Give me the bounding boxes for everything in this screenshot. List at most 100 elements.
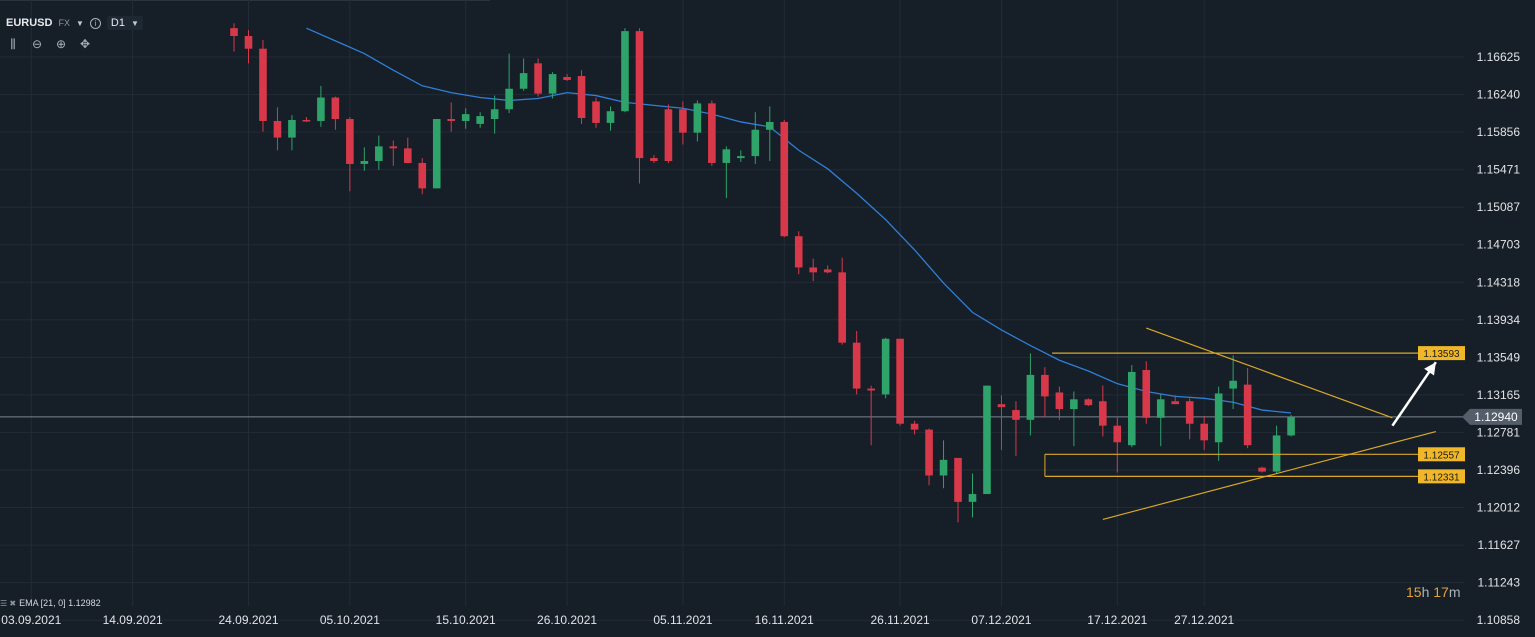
candle-body [1099, 401, 1107, 426]
candle-body [1229, 380, 1237, 389]
candle [1156, 394, 1165, 447]
ema-line [306, 27, 1292, 414]
zoom-in-icon[interactable]: ⊕ [55, 37, 67, 51]
countdown-hours-unit: h [1421, 584, 1430, 600]
candle [1113, 417, 1122, 473]
current-price-label-bg [1462, 408, 1522, 425]
y-tick-label: 1.16240 [1477, 88, 1521, 102]
candle-body [1243, 384, 1252, 446]
candle [534, 58, 542, 97]
candle-body [1214, 393, 1223, 443]
arrow-head [1424, 362, 1436, 376]
candle-body [823, 269, 832, 273]
candle [621, 28, 629, 113]
candle-body [621, 31, 629, 112]
candle [983, 385, 991, 495]
candle [1070, 391, 1078, 447]
candle-body [1113, 425, 1122, 443]
y-tick-label: 1.13165 [1477, 388, 1521, 402]
timeframe-selector[interactable]: D1 ▼ [106, 16, 143, 30]
candle [881, 337, 890, 399]
candle [737, 150, 745, 162]
y-tick-label: 1.15087 [1477, 200, 1521, 214]
candle [331, 96, 340, 130]
candle-body [968, 494, 977, 502]
candle [968, 473, 977, 518]
candle-body [1200, 423, 1208, 441]
y-tick-label: 1.11243 [1478, 576, 1521, 590]
candle-body [273, 120, 282, 138]
candle-body [765, 121, 774, 130]
candle-body [910, 423, 919, 430]
candle-body [1041, 374, 1049, 397]
indicator-settings-icon[interactable]: ☰ ✖ [0, 598, 17, 608]
candle [867, 385, 875, 446]
candle-body [954, 457, 962, 502]
candle-body [403, 148, 412, 163]
y-tick-label: 1.14703 [1477, 238, 1521, 252]
level-label: 1.12557 [1423, 450, 1460, 461]
candle-body [548, 74, 557, 94]
candle [360, 147, 369, 171]
y-tick-label: 1.12012 [1477, 501, 1521, 515]
bar-type-icon[interactable]: ⫼ [10, 37, 16, 51]
y-tick-label: 1.16625 [1477, 50, 1521, 64]
chart-tools: ⫼ ⊖ ⊕ ✥ [6, 37, 92, 52]
candle-body [708, 103, 716, 163]
candle [823, 265, 832, 274]
info-icon[interactable]: i [89, 17, 101, 29]
candle-body [302, 119, 311, 122]
x-tick-label: 16.11.2021 [755, 613, 814, 627]
candle-body [505, 88, 513, 110]
candle-body [867, 388, 875, 391]
chart-toolbar: EURUSD FX ▼ i D1 ▼ [6, 14, 143, 32]
y-tick-label: 1.10858 [1477, 613, 1521, 627]
candle-body [461, 114, 470, 121]
candle [302, 117, 311, 122]
candle [722, 146, 731, 199]
candle-body [432, 119, 441, 189]
market-label: FX [58, 18, 70, 28]
candle [838, 257, 846, 345]
x-tick-label: 05.10.2021 [320, 613, 380, 627]
y-tick-label: 1.12396 [1477, 463, 1521, 477]
ema-legend-label: EMA [21, 0] 1.12982 [19, 598, 101, 608]
x-tick-label: 26.11.2021 [871, 613, 930, 627]
candle [1041, 367, 1049, 417]
level-label: 1.12331 [1423, 472, 1460, 483]
candle-body [534, 63, 542, 94]
x-tick-label: 15.10.2021 [436, 613, 496, 627]
zoom-out-icon[interactable]: ⊖ [31, 37, 43, 51]
candle-body [722, 149, 731, 163]
candle [780, 119, 789, 238]
y-tick-label: 1.15471 [1477, 163, 1521, 177]
candle [606, 106, 615, 131]
candle [432, 119, 441, 189]
countdown-minutes: 17 [1433, 584, 1449, 600]
symbol-label[interactable]: EURUSD [6, 17, 53, 29]
x-tick-label: 05.11.2021 [653, 613, 712, 627]
symbol-dropdown-icon[interactable]: ▼ [75, 18, 84, 28]
candle [635, 28, 644, 184]
candle-body [925, 429, 933, 476]
x-tick-label: 17.12.2021 [1087, 613, 1147, 627]
candle [548, 72, 557, 99]
candle [708, 100, 716, 166]
candle-body [476, 116, 484, 124]
crosshair-icon[interactable]: ✥ [79, 37, 91, 51]
candle [1214, 386, 1223, 461]
trendline [1102, 430, 1437, 521]
x-tick-label: 27.12.2021 [1174, 613, 1234, 627]
candle [954, 457, 962, 523]
trendline [1146, 327, 1393, 419]
candle-body [1142, 370, 1151, 418]
candle [317, 85, 325, 127]
x-tick-label: 26.10.2021 [537, 613, 597, 627]
current-price-label: 1.12940 [1474, 410, 1518, 424]
candle [925, 428, 933, 486]
candle [592, 97, 600, 128]
candle-body [259, 48, 267, 121]
candle [1026, 353, 1035, 436]
